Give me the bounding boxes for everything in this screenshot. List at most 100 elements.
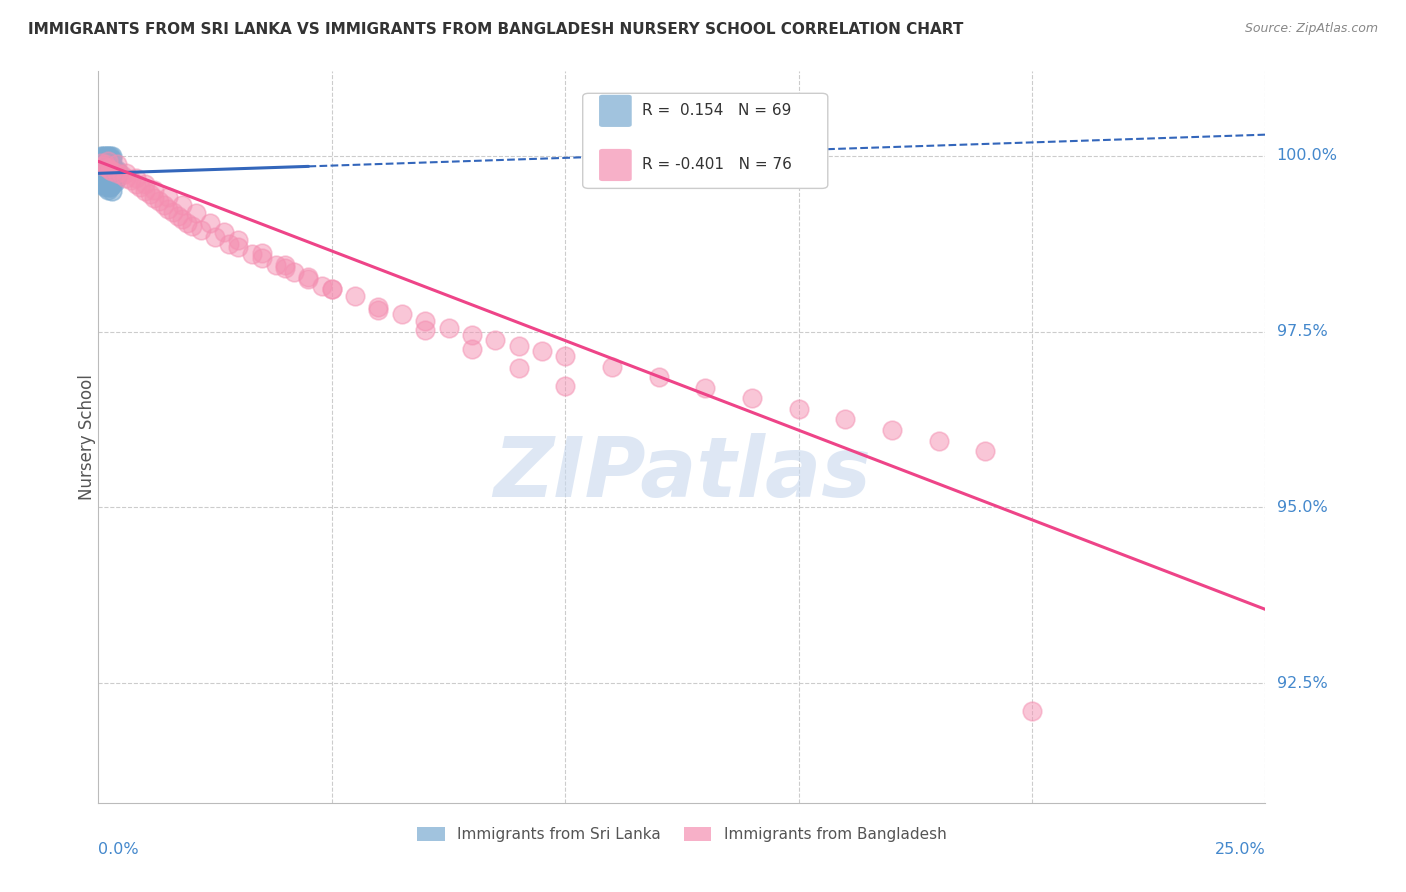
Point	[250, 251, 273, 265]
Point	[100, 173, 122, 187]
Point	[98, 155, 121, 169]
FancyBboxPatch shape	[582, 94, 828, 188]
Point	[101, 164, 124, 178]
Point	[105, 164, 128, 178]
Point	[108, 166, 131, 180]
Point	[530, 344, 553, 359]
Point	[111, 169, 134, 183]
Point	[104, 164, 127, 178]
Point	[508, 339, 530, 353]
Point	[104, 162, 127, 177]
Point	[97, 161, 120, 176]
Point	[93, 171, 115, 186]
Point	[437, 321, 460, 335]
Point	[101, 169, 124, 183]
Point	[104, 176, 127, 190]
Text: ZIPatlas: ZIPatlas	[494, 434, 870, 514]
Point	[98, 149, 121, 163]
Point	[741, 392, 763, 406]
Point	[880, 423, 903, 437]
Point	[89, 159, 111, 173]
Point	[172, 198, 194, 212]
Point	[89, 162, 111, 177]
Point	[647, 370, 669, 384]
Text: 97.5%: 97.5%	[1277, 324, 1327, 339]
Point	[93, 169, 115, 184]
Point	[90, 166, 112, 180]
Point	[214, 225, 236, 239]
Point	[105, 157, 128, 171]
Point	[90, 159, 112, 173]
Point	[172, 212, 194, 227]
Text: 92.5%: 92.5%	[1277, 676, 1327, 690]
Point	[94, 180, 117, 194]
Point	[242, 247, 264, 261]
Text: 95.0%: 95.0%	[1277, 500, 1327, 515]
Point	[90, 166, 112, 180]
Point	[90, 155, 112, 169]
Point	[96, 178, 118, 193]
Point	[190, 222, 212, 236]
Point	[105, 171, 128, 186]
Point	[93, 176, 115, 190]
Point	[91, 153, 114, 167]
Point	[90, 171, 112, 186]
Point	[139, 187, 162, 202]
Point	[91, 178, 114, 193]
Point	[134, 184, 156, 198]
Point	[90, 155, 112, 169]
Point	[461, 342, 484, 356]
Point	[125, 177, 148, 191]
Point	[98, 166, 121, 180]
Point	[787, 401, 810, 416]
Point	[413, 314, 436, 328]
Point	[94, 173, 117, 187]
Point	[928, 434, 950, 448]
Point	[91, 154, 114, 169]
Point	[204, 229, 226, 244]
Point	[105, 162, 128, 177]
Point	[1021, 704, 1043, 718]
Point	[96, 166, 118, 180]
Point	[143, 182, 166, 196]
Point	[90, 155, 112, 169]
FancyBboxPatch shape	[599, 95, 631, 127]
FancyBboxPatch shape	[599, 149, 631, 181]
Point	[321, 282, 343, 296]
Point	[101, 153, 124, 167]
Point	[97, 169, 120, 184]
Point	[367, 300, 389, 314]
Point	[91, 169, 114, 184]
Point	[413, 323, 436, 337]
Text: IMMIGRANTS FROM SRI LANKA VS IMMIGRANTS FROM BANGLADESH NURSERY SCHOOL CORRELATI: IMMIGRANTS FROM SRI LANKA VS IMMIGRANTS …	[28, 22, 963, 37]
Point	[91, 159, 114, 173]
Point	[508, 361, 530, 376]
Point	[90, 149, 112, 163]
Point	[94, 162, 117, 177]
Point	[93, 153, 115, 167]
Point	[93, 157, 115, 171]
Point	[176, 216, 198, 230]
Point	[94, 166, 117, 180]
Point	[91, 169, 114, 184]
Point	[200, 216, 222, 230]
Point	[90, 177, 112, 191]
Point	[89, 155, 111, 169]
Point	[228, 233, 250, 247]
Point	[297, 269, 319, 284]
Legend: Immigrants from Sri Lanka, Immigrants from Bangladesh: Immigrants from Sri Lanka, Immigrants fr…	[409, 820, 955, 850]
Point	[311, 278, 333, 293]
Point	[228, 240, 250, 254]
Point	[166, 209, 188, 223]
Point	[600, 359, 623, 374]
Point	[321, 282, 343, 296]
Text: R = -0.401   N = 76: R = -0.401 N = 76	[643, 158, 792, 172]
Point	[157, 189, 180, 203]
Text: 25.0%: 25.0%	[1215, 842, 1265, 856]
Point	[89, 169, 111, 183]
Point	[101, 166, 124, 180]
Point	[101, 184, 124, 198]
Point	[96, 149, 118, 163]
Point	[554, 349, 576, 363]
Point	[94, 149, 117, 163]
